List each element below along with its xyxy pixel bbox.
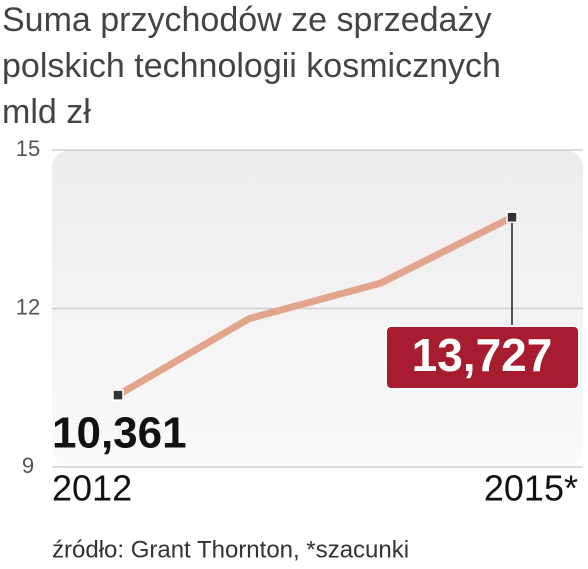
y-axis-label: mld zł: [2, 93, 91, 131]
point-marker: [506, 211, 518, 224]
value-label: 10,361: [52, 409, 187, 458]
point-marker: [112, 389, 124, 401]
chart-title: Suma przychodów ze sprzedaży: [2, 1, 491, 39]
y-tick-label: 15: [16, 136, 40, 161]
y-tick-label: 9: [22, 453, 34, 478]
chart-subtitle: polskich technologii kosmicznych: [2, 47, 501, 85]
source: źródło: Grant Thornton, *szacunki: [52, 536, 409, 563]
y-tick-label: 12: [16, 294, 40, 319]
data-line: [116, 214, 514, 399]
x-tick-label: 2015*: [484, 468, 578, 509]
x-tick-label: 2012: [52, 468, 132, 509]
value-label-box: [385, 325, 580, 390]
value-label: 13,727: [412, 329, 553, 381]
